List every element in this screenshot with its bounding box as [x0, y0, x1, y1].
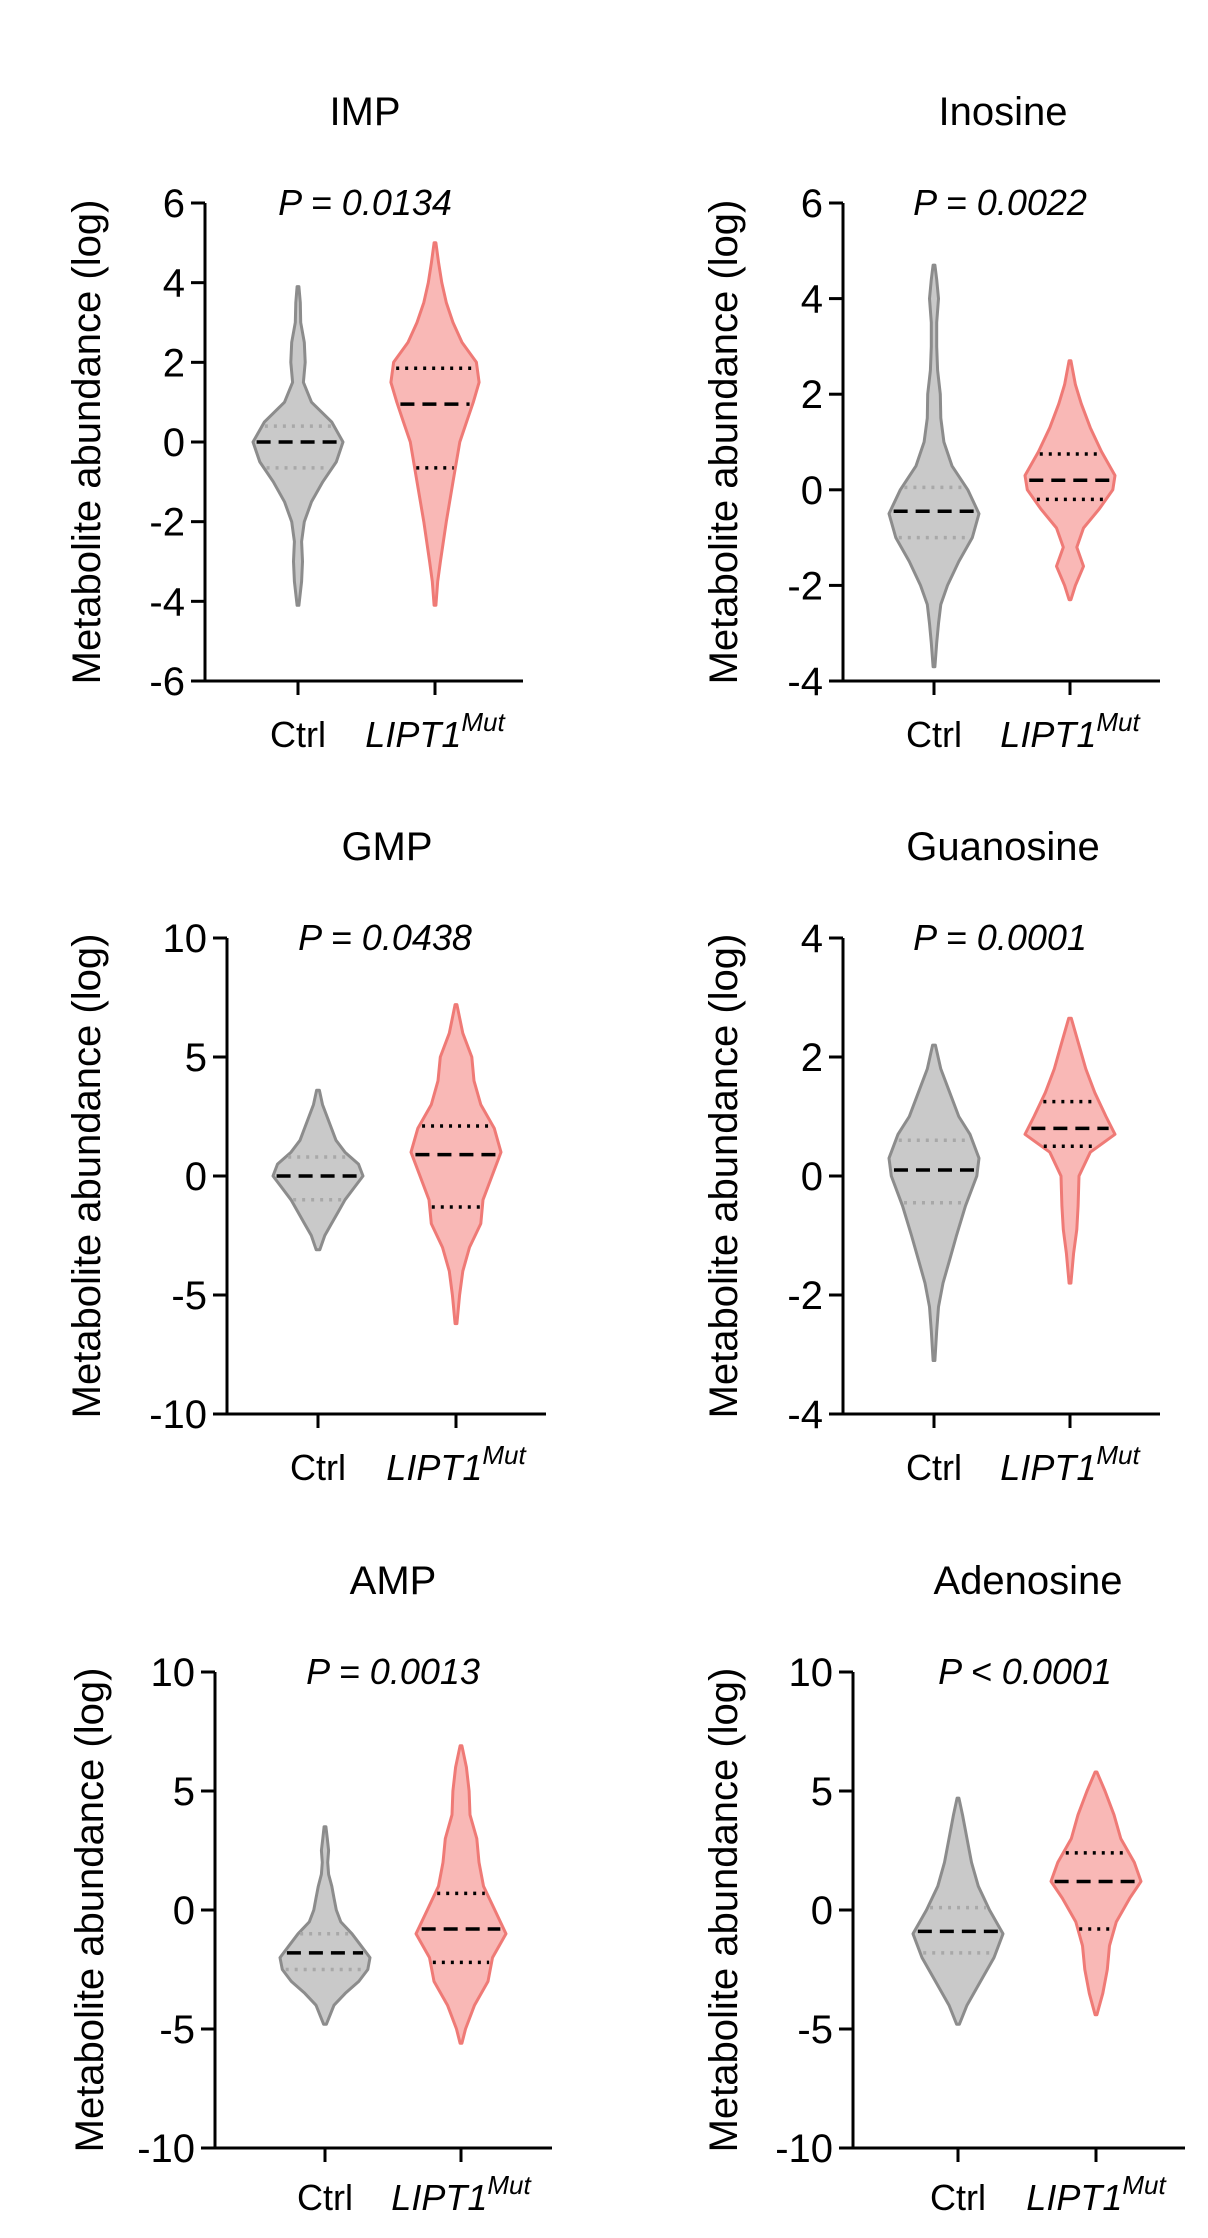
x-tick-label: LIPT1Mut [365, 707, 506, 755]
chart-title: Adenosine [933, 1559, 1122, 1603]
y-tick-label: -10 [137, 2127, 195, 2171]
chart-title: AMP [350, 1559, 437, 1603]
x-tick-label: LIPT1Mut [391, 2170, 532, 2218]
x-tick-label: Ctrl [930, 2177, 986, 2218]
y-tick-label: -5 [159, 2008, 195, 2052]
y-axis-label: Metabolite abundance (log) [68, 1668, 112, 2153]
x-tick-superscript: Mut [461, 707, 506, 737]
y-tick-label: 6 [163, 182, 185, 226]
p-value-label: P < 0.0001 [938, 1651, 1112, 1692]
chart-title: Inosine [939, 90, 1068, 134]
y-tick-label: 0 [163, 421, 185, 465]
violin-ctrl [271, 1088, 365, 1252]
y-tick-label: 2 [801, 373, 823, 417]
x-tick-label: Ctrl [906, 714, 962, 755]
y-axis-label: Metabolite abundance (log) [65, 200, 109, 685]
x-tick-superscript: Mut [482, 1440, 527, 1470]
violin-ctrl [887, 263, 981, 669]
y-axis-label: Metabolite abundance (log) [702, 1668, 746, 2153]
violin-ctrl [251, 285, 345, 607]
y-tick-label: 10 [789, 1651, 834, 1695]
y-tick-label: 4 [801, 278, 823, 322]
y-tick-label: 10 [151, 1651, 196, 1695]
y-tick-label: 10 [163, 917, 208, 961]
y-axis-label: Metabolite abundance (log) [702, 200, 746, 685]
y-axis-label: Metabolite abundance (log) [65, 934, 109, 1419]
y-tick-label: 0 [801, 1155, 823, 1199]
y-tick-label: 0 [173, 1889, 195, 1933]
y-tick-label: -5 [171, 1274, 207, 1318]
violin-ctrl [887, 1043, 981, 1362]
violin-lipt1mut [1023, 359, 1117, 602]
chart-panel-4: Guanosine P = 0.0001 Metabolite abundance … [702, 825, 1160, 1488]
chart-panel-6: Adenosine P < 0.0001 Metabolite abundance … [702, 1559, 1185, 2218]
y-tick-label: 6 [801, 182, 823, 226]
violin-lipt1mut [389, 241, 481, 607]
p-value-label: P = 0.0013 [306, 1651, 480, 1692]
x-tick-label: LIPT1Mut [1000, 1440, 1141, 1488]
chart-panel-3: GMP P = 0.0438 Metabolite abundance (log) 1… [65, 825, 546, 1488]
x-tick-label: LIPT1Mut [386, 1440, 527, 1488]
violin-ctrl [911, 1796, 1005, 2026]
chart-title: IMP [329, 90, 400, 134]
p-value-label: P = 0.0022 [913, 182, 1087, 223]
x-tick-label: Ctrl [290, 1447, 346, 1488]
y-tick-label: -2 [787, 564, 823, 608]
violin-lipt1mut [1023, 1016, 1117, 1285]
y-tick-label: -2 [149, 501, 185, 545]
violin-lipt1mut [1049, 1770, 1143, 2017]
y-tick-label: 4 [801, 917, 823, 961]
y-tick-label: -4 [787, 660, 823, 704]
y-tick-label: -2 [787, 1274, 823, 1318]
p-value-label: P = 0.0134 [278, 182, 452, 223]
chart-panel-1: IMP P = 0.0134 Metabolite abundance (log) 6… [65, 90, 523, 755]
y-tick-label: 5 [173, 1770, 195, 1814]
y-tick-label: 0 [185, 1155, 207, 1199]
violin-lipt1mut [414, 1744, 508, 2045]
x-tick-superscript: Mut [1122, 2170, 1167, 2200]
y-tick-label: 0 [811, 1889, 833, 1933]
y-tick-label: -6 [149, 660, 185, 704]
x-tick-label: LIPT1Mut [1000, 707, 1141, 755]
chart-title: GMP [341, 825, 432, 869]
y-tick-label: 0 [801, 469, 823, 513]
y-tick-label: 2 [163, 341, 185, 385]
violin-lipt1mut [409, 1003, 503, 1326]
p-value-label: P = 0.0001 [913, 917, 1087, 958]
x-tick-label: Ctrl [270, 714, 326, 755]
x-tick-label: LIPT1Mut [1026, 2170, 1167, 2218]
chart-panel-5: AMP P = 0.0013 Metabolite abundance (log) 1… [68, 1559, 552, 2218]
x-tick-label: Ctrl [297, 2177, 353, 2218]
y-tick-label: 2 [801, 1036, 823, 1080]
y-tick-label: 5 [811, 1770, 833, 1814]
x-tick-superscript: Mut [1096, 707, 1141, 737]
x-tick-label: Ctrl [906, 1447, 962, 1488]
y-tick-label: -4 [787, 1393, 823, 1437]
chart-title: Guanosine [906, 825, 1099, 869]
y-tick-label: -10 [775, 2127, 833, 2171]
chart-panel-2: Inosine P = 0.0022 Metabolite abundance (l… [702, 90, 1160, 755]
y-tick-label: 4 [163, 262, 185, 306]
y-tick-label: -5 [797, 2008, 833, 2052]
x-tick-superscript: Mut [487, 2170, 532, 2200]
p-value-label: P = 0.0438 [298, 917, 472, 958]
violin-ctrl [278, 1825, 372, 2026]
y-tick-label: 5 [185, 1036, 207, 1080]
y-tick-label: -4 [149, 580, 185, 624]
y-tick-label: -10 [149, 1393, 207, 1437]
y-axis-label: Metabolite abundance (log) [702, 934, 746, 1419]
x-tick-superscript: Mut [1096, 1440, 1141, 1470]
